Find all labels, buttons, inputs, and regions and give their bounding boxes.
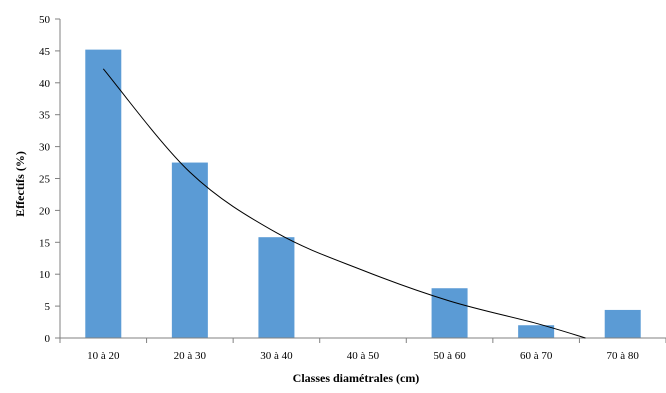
- trendline-curve: [102, 68, 586, 339]
- x-tick-label: 70 à 80: [607, 350, 640, 362]
- bar-50-à-60: [431, 288, 468, 338]
- y-tick-label: 45: [39, 46, 51, 58]
- y-tick-label: 15: [39, 237, 51, 249]
- bars-layer: [85, 49, 641, 339]
- x-tick-label: 60 à 70: [520, 350, 553, 362]
- y-tick-label: 40: [39, 78, 51, 90]
- bar-20-à-30: [171, 162, 208, 338]
- x-tick-label: 30 à 40: [260, 350, 293, 362]
- y-tick-label: 20: [39, 205, 51, 217]
- y-tick-label: 0: [45, 333, 51, 345]
- x-tick-label: 50 à 60: [433, 350, 466, 362]
- bar-30-à-40: [258, 237, 295, 338]
- y-tick-label: 5: [45, 301, 51, 313]
- x-tick-label: 40 à 50: [347, 350, 380, 362]
- axes-layer: [55, 18, 666, 343]
- bar-10-à-20: [85, 49, 122, 339]
- bar-70-à-80: [604, 309, 641, 338]
- trendline-layer: [102, 68, 586, 339]
- ticks-layer: 0 5 10 15 20 25 30 35 40 45 50 10 à 20 20 à 30 30 à 4…: [39, 14, 639, 362]
- x-axis-title: Classes diamétrales (cm): [293, 371, 420, 385]
- y-tick-label: 25: [39, 174, 51, 186]
- y-tick-label: 50: [39, 14, 51, 26]
- x-tick-label: 10 à 20: [87, 350, 120, 362]
- y-tick-label: 30: [39, 142, 51, 154]
- y-axis-title: Effectifs (%): [13, 151, 27, 217]
- y-tick-label: 10: [39, 269, 51, 281]
- bar-60-à-70: [518, 325, 555, 338]
- x-tick-label: 20 à 30: [174, 350, 207, 362]
- y-tick-label: 35: [39, 110, 51, 122]
